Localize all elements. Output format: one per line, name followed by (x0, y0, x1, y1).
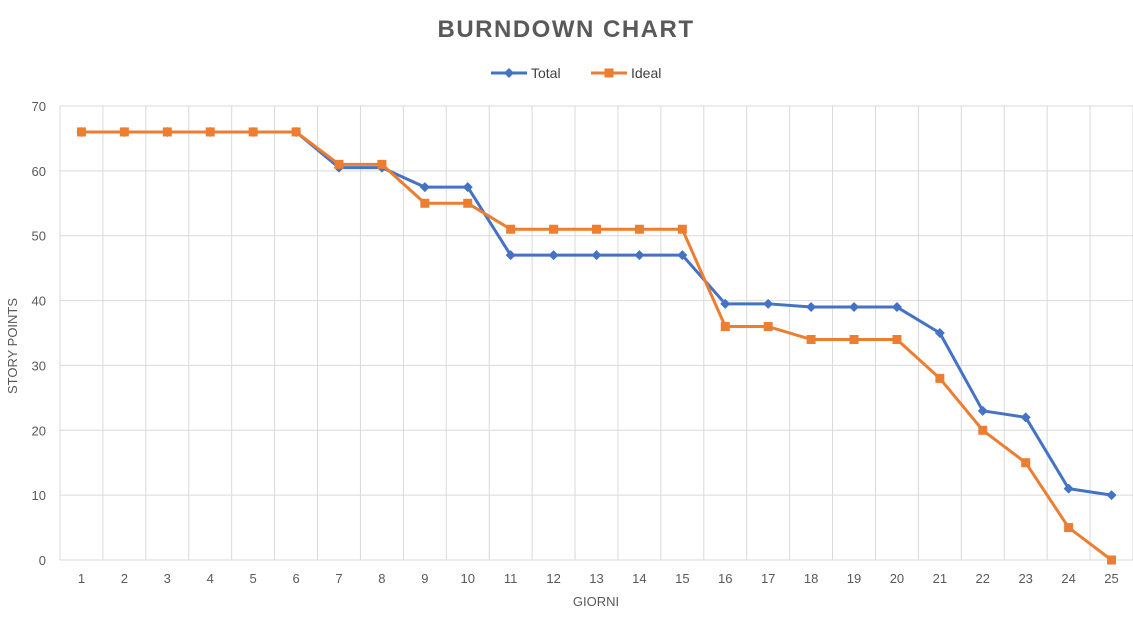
x-tick-label: 12 (546, 571, 560, 586)
data-point-ideal (1064, 523, 1074, 533)
data-point-total (591, 250, 602, 261)
series-ideal (76, 127, 1117, 565)
data-point-total (934, 328, 945, 338)
x-tick-label: 6 (292, 571, 299, 586)
x-tick-label: 21 (933, 571, 947, 586)
data-point-ideal (420, 198, 430, 208)
data-point-total (548, 250, 559, 261)
x-tick-label: 7 (335, 571, 342, 586)
data-point-total (634, 250, 645, 261)
data-point-ideal (892, 334, 902, 344)
y-tick-label: 50 (32, 229, 46, 244)
data-point-total (419, 182, 430, 193)
y-axis-label: STORY POINTS (5, 298, 20, 394)
x-axis-label: GIORNI (573, 594, 619, 609)
chart-title: BURNDOWN CHART (438, 16, 695, 43)
data-point-ideal (119, 127, 129, 137)
data-point-total (462, 182, 473, 193)
x-tick-label: 13 (589, 571, 603, 586)
data-point-ideal (806, 334, 816, 344)
data-point-ideal (248, 127, 258, 137)
data-point-total (720, 298, 731, 309)
x-tick-label: 20 (890, 571, 904, 586)
data-point-ideal (849, 334, 859, 344)
series-line-ideal (81, 130, 1113, 562)
data-point-ideal (592, 224, 601, 234)
x-tick-label: 24 (1061, 571, 1075, 586)
chart-series (76, 126, 1117, 565)
x-tick-label: 16 (718, 571, 732, 586)
x-tick-label: 11 (504, 571, 518, 586)
y-tick-label: 70 (32, 99, 46, 114)
legend-marker (604, 68, 614, 78)
data-point-ideal (334, 159, 344, 169)
data-point-ideal (634, 224, 644, 234)
data-point-total (677, 250, 688, 261)
data-point-ideal (463, 198, 473, 208)
data-point-ideal (935, 373, 945, 383)
x-tick-label: 25 (1104, 571, 1118, 586)
x-tick-label: 1 (78, 571, 85, 586)
x-tick-label: 9 (421, 571, 428, 586)
data-point-ideal (205, 127, 215, 137)
x-tick-label: 8 (378, 571, 385, 586)
series-line-total (81, 130, 1112, 497)
data-point-ideal (377, 159, 387, 169)
x-tick-label: 5 (250, 571, 257, 586)
x-tick-label: 18 (804, 571, 818, 586)
legend-label: Total (531, 65, 561, 81)
chart-legend: Total Ideal (491, 65, 661, 81)
data-point-total (763, 298, 774, 309)
data-point-ideal (978, 425, 988, 435)
y-tick-label: 40 (32, 294, 46, 309)
x-tick-label: 19 (847, 571, 861, 586)
data-point-ideal (76, 127, 86, 137)
data-point-ideal (549, 224, 559, 234)
y-tick-label: 0 (39, 553, 46, 568)
data-point-ideal (720, 322, 730, 332)
data-point-total (505, 250, 516, 261)
data-point-total (806, 302, 817, 313)
x-tick-label: 4 (207, 571, 214, 586)
y-tick-label: 10 (32, 488, 46, 503)
data-point-ideal (162, 127, 172, 137)
data-point-ideal (291, 127, 301, 137)
data-point-ideal (1107, 555, 1117, 565)
y-tick-label: 30 (32, 358, 46, 373)
legend-item-total: Total (491, 65, 561, 81)
y-tick-label: 60 (32, 164, 46, 179)
series-total (76, 126, 1117, 501)
legend-item-ideal: Ideal (591, 65, 661, 81)
data-point-total (1063, 483, 1074, 494)
x-tick-label: 10 (461, 571, 475, 586)
legend-marker (504, 68, 514, 78)
x-tick-label: 3 (164, 571, 171, 586)
data-point-ideal (1021, 458, 1031, 468)
x-tick-label: 2 (121, 571, 128, 586)
x-tick-label: 17 (761, 571, 775, 586)
legend-label: Ideal (631, 65, 661, 81)
data-point-total (1106, 490, 1117, 501)
data-point-ideal (763, 322, 773, 332)
data-point-ideal (677, 224, 687, 234)
data-point-total (891, 302, 902, 313)
y-axis-ticks: 0 10 20 30 40 50 60 70 (32, 99, 46, 568)
x-tick-label: 15 (675, 571, 689, 586)
data-point-total (849, 302, 860, 313)
y-tick-label: 20 (32, 423, 46, 438)
data-point-total (1020, 412, 1031, 423)
x-tick-label: 22 (976, 571, 990, 586)
data-point-ideal (506, 224, 516, 234)
x-axis-ticks: 1 2 3 4 5 6 7 8 9 10 11 12 13 14 15 16 17 18 19 20 21 22 23 24 2… (78, 571, 1119, 586)
x-tick-label: 14 (632, 571, 646, 586)
x-tick-label: 23 (1018, 571, 1032, 586)
data-point-total (977, 405, 988, 416)
chart-gridlines (59, 105, 1133, 561)
